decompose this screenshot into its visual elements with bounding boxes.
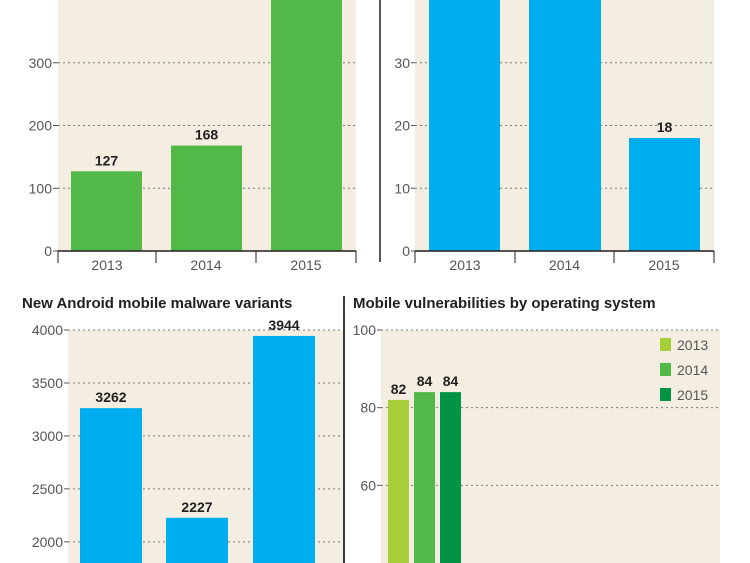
chart-b-x-tick-label: 2013 [449, 257, 480, 273]
chart-a-bar [171, 145, 242, 251]
chart-d-legend-label: 2014 [677, 362, 708, 378]
chart-b-x-tick-label: 2014 [549, 257, 580, 273]
chart-a-y-tick-label: 200 [29, 118, 53, 134]
chart-d-legend-swatch [660, 363, 671, 376]
chart-d-legend-swatch [660, 338, 671, 351]
chart-d-bar [414, 392, 435, 563]
chart-b-bar [529, 0, 601, 251]
chart-c-y-tick-label: 4000 [32, 322, 63, 338]
chart-a-bar [71, 171, 142, 251]
chart-a-data-label: 168 [195, 127, 219, 143]
chart-c-y-tick-label: 3000 [32, 428, 63, 444]
chart-a-x-tick-label: 2015 [290, 257, 321, 273]
chart-c-bar [166, 517, 228, 563]
chart-b-bar [429, 0, 500, 251]
chart-a-y-tick-label: 300 [29, 55, 53, 71]
chart-d-y-tick-label: 100 [353, 322, 377, 338]
chart-d-bar [388, 399, 409, 563]
chart-b-group: 0 10 20 30 18 2013 2014 2015 [379, 0, 715, 273]
chart-d-legend-label: 2013 [677, 337, 708, 353]
chart-d-title: Mobile vulnerabilities by operating syst… [353, 295, 656, 312]
chart-d-legend-swatch [660, 388, 671, 401]
chart-a-x-tick-label: 2014 [190, 257, 221, 273]
chart-d-data-label: 84 [417, 373, 433, 389]
chart-c-y-tick-label: 2500 [32, 481, 63, 497]
chart-c-y-tick-label: 3500 [32, 375, 63, 391]
chart-c-y-tick-label: 2000 [32, 534, 63, 550]
chart-a-y-tick-label: 100 [29, 180, 53, 196]
chart-d-group: 60 80 100 82 84 84 Mobile vulnerabilities by o… [353, 295, 720, 563]
chart-c-bar [253, 335, 315, 563]
chart-b-bar [629, 138, 700, 251]
chart-d-data-label: 84 [443, 373, 459, 389]
chart-c-title: New Android mobile malware variants [22, 295, 292, 312]
chart-c-data-label: 3262 [95, 389, 126, 405]
chart-c-data-label: 2227 [181, 499, 212, 515]
chart-a-y-tick-label: 0 [44, 243, 52, 259]
chart-b-y-tick-label: 10 [394, 180, 410, 196]
chart-d-bar [440, 392, 461, 563]
chart-d-legend-label: 2015 [677, 387, 708, 403]
chart-d-y-tick-label: 80 [360, 400, 376, 416]
chart-b-y-tick-label: 20 [394, 118, 410, 134]
chart-c-group: 2000 2500 3000 3500 4000 3262 2227 3944 New Andr… [22, 295, 345, 563]
chart-d-data-label: 82 [391, 381, 407, 397]
chart-a-bar [271, 0, 342, 251]
chart-b-x-tick-label: 2015 [648, 257, 679, 273]
chart-b-data-label: 18 [657, 119, 673, 135]
chart-c-bar [80, 408, 142, 563]
chart-b-y-tick-label: 0 [402, 243, 410, 259]
chart-c-data-label: 3944 [268, 317, 299, 333]
chart-a-data-label: 127 [95, 152, 119, 168]
chart-b-y-tick-label: 30 [394, 55, 410, 71]
chart-a-group: 0 100 200 300 127 168 2013 2014 2015 [29, 0, 357, 273]
chart-d-y-tick-label: 60 [360, 477, 376, 493]
chart-a-x-tick-label: 2013 [91, 257, 122, 273]
